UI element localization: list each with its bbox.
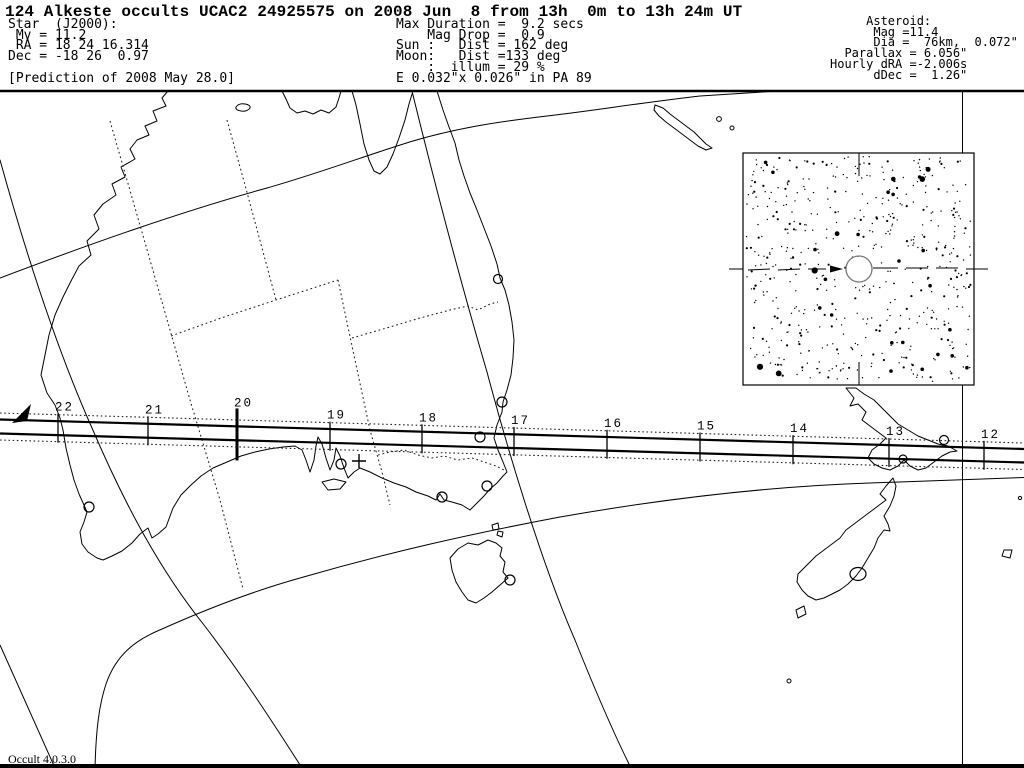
- border-wa: [109, 120, 244, 590]
- city-marker: [898, 454, 908, 464]
- limit-segment-southwest: [0, 644, 56, 768]
- island-bass-strait-1: [491, 522, 500, 531]
- island-kangaroo: [321, 478, 347, 491]
- island-stewart: [795, 605, 807, 619]
- city-marker: [335, 458, 347, 470]
- island-bass-strait-2: [496, 530, 504, 538]
- islet-east-of-nz: [1017, 495, 1023, 501]
- occultation-path: 22 21 20 19 18 17 16 15 14 13 12: [0, 396, 1024, 471]
- time-tick-label-16: 16: [604, 417, 623, 431]
- city-marker: [496, 396, 508, 408]
- path-uncertainty-south: [0, 439, 1024, 471]
- path-limit-north: [0, 418, 1024, 451]
- time-tick-label-22: 22: [55, 401, 74, 415]
- time-tick-label-20: 20: [234, 396, 253, 410]
- time-tick-label-13: 13: [886, 425, 905, 439]
- coastline-new-caledonia: [653, 104, 713, 151]
- version-label: Occult 4.0.3.0: [8, 752, 76, 766]
- islet-loyalty-1: [716, 116, 722, 122]
- limit-curve-top: [0, 91, 771, 279]
- time-tick-label-12: 12: [981, 428, 1000, 442]
- inset-frame: [742, 152, 975, 386]
- time-tick-label-18: 18: [419, 411, 438, 425]
- page-title: 124 Alkeste occults UCAC2 24925575 on 20…: [5, 3, 743, 21]
- islet-south-of-nz: [786, 678, 792, 684]
- island-chatham: [1001, 549, 1013, 559]
- site-cross-marker: [352, 454, 366, 468]
- island-melville: [235, 103, 251, 112]
- meridian-curve-center: [411, 90, 632, 768]
- coastline-nz-north-island: [845, 387, 958, 471]
- path-limit-south: [0, 432, 1024, 464]
- asteroid-info-block: Asteroid: Mag =11.4 Dia = 76km, 0.072" P…: [830, 14, 1018, 82]
- city-marker: [492, 273, 504, 285]
- time-tick-label-21: 21: [145, 403, 164, 417]
- time-tick-label-17: 17: [511, 414, 530, 428]
- city-marker: [481, 480, 493, 492]
- limit-curve-bottom: [94, 477, 1024, 768]
- star-chart-inset: [729, 152, 988, 386]
- path-direction-arrow: [12, 404, 31, 423]
- star-info-block: Star (J2000): Mv = 11.2 RA = 18 24 16.31…: [8, 17, 235, 86]
- islet-loyalty-2: [729, 125, 735, 131]
- coastline-nz-south-island: [796, 477, 897, 601]
- time-tick-label-19: 19: [327, 409, 346, 423]
- time-tick-label-14: 14: [790, 422, 809, 436]
- border-26s: [170, 279, 339, 337]
- inset-track-arrowhead: [830, 265, 843, 273]
- city-marker: [849, 566, 867, 582]
- coastline-top-end: [281, 90, 342, 115]
- event-info-block: Max Duration = 9.2 secs Mag Drop = 0.9 S…: [396, 17, 592, 86]
- inset-asteroid-track: [729, 267, 988, 271]
- border-qld-nsw: [351, 301, 499, 339]
- city-marker: [436, 491, 448, 503]
- site-markers: [83, 273, 950, 586]
- border-nt-qld: [226, 119, 277, 301]
- path-time-ticks: 22 21 20 19 18 17 16 15 14 13 12: [55, 396, 1000, 470]
- path-uncertainty-north: [0, 412, 1024, 444]
- coastline-gulf-carpentaria: [351, 90, 414, 175]
- time-tick-label-15: 15: [697, 420, 716, 434]
- city-marker: [938, 434, 950, 446]
- city-marker: [474, 431, 486, 443]
- inset-target-star-circle: [845, 255, 873, 283]
- coastline-australia: [40, 90, 515, 561]
- bottom-bar: [0, 764, 1024, 768]
- city-marker: [504, 574, 516, 586]
- island-tasmania: [449, 539, 509, 604]
- meridian-curve-west: [0, 159, 303, 768]
- city-marker: [83, 501, 95, 513]
